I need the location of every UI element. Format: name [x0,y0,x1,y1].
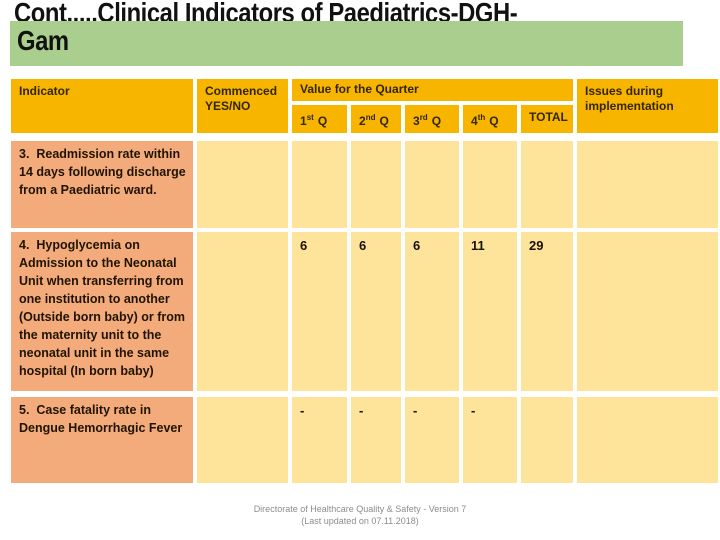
row-hypoglycemia-issues [577,232,718,391]
row-hypoglycemia-q3: 6 [405,232,459,391]
row-readmission-issues [577,141,718,228]
row-readmission-q1 [292,141,347,228]
q4-number: 4 [471,114,478,128]
col-header-total: TOTAL [521,105,573,133]
q2-ordinal: nd [365,113,376,122]
row-dengue-q4: - [463,397,517,483]
q2-number: 2 [359,114,366,128]
row-dengue-commenced [197,397,288,483]
q1-ordinal: st [306,113,314,122]
footer-line1: Directorate of Healthcare Quality & Safe… [253,504,467,514]
col-header-q2: 2nd Q [351,105,401,133]
clinical-indicators-table: Indicator Commenced YES/NO Value for the… [11,79,718,483]
row-readmission-q2 [351,141,401,228]
row-hypoglycemia-q4: 11 [463,232,517,391]
q3-suffix: Q [431,114,442,128]
row-dengue-indicator: 5. Case fatality rate in Dengue Hemorrha… [11,397,193,483]
row-hypoglycemia-commenced [197,232,288,391]
col-header-indicator: Indicator [11,79,193,133]
row-readmission-q3 [405,141,459,228]
q1-number: 1 [300,114,307,128]
row-dengue-q3: - [405,397,459,483]
q3-ordinal: rd [419,113,428,122]
q2-suffix: Q [379,114,389,128]
q4-ordinal: th [477,113,486,122]
row-dengue-issues [577,397,718,483]
slide-footer: Directorate of Healthcare Quality & Safe… [0,503,720,527]
title-highlight-bar: Gam [10,21,683,66]
col-header-commenced: Commenced YES/NO [197,79,288,133]
footer-line2: (Last updated on 07.11.2018) [301,516,419,526]
col-header-value-group: Value for the Quarter [292,79,573,101]
q1-suffix: Q [317,114,328,128]
row-hypoglycemia-indicator: 4. Hypoglycemia on Admission to the Neon… [11,232,193,391]
col-header-q3: 3rd Q [405,105,459,133]
row-readmission-q4 [463,141,517,228]
row-hypoglycemia-total: 29 [521,232,573,391]
row-dengue-q2: - [351,397,401,483]
col-header-issues: Issues during implementation [577,79,718,133]
col-header-q4: 4th Q [463,105,517,133]
page-title-line2: Gam [17,25,69,56]
row-dengue-q1: - [292,397,347,483]
row-dengue-total [521,397,573,483]
row-hypoglycemia-q2: 6 [351,232,401,391]
row-hypoglycemia-q1: 6 [292,232,347,391]
q3-number: 3 [413,114,420,128]
col-header-q1: 1st Q [292,105,347,133]
q4-suffix: Q [489,114,499,128]
row-readmission-commenced [197,141,288,228]
row-readmission-indicator: 3. Readmission rate within 14 days follo… [11,141,193,228]
row-readmission-total [521,141,573,228]
